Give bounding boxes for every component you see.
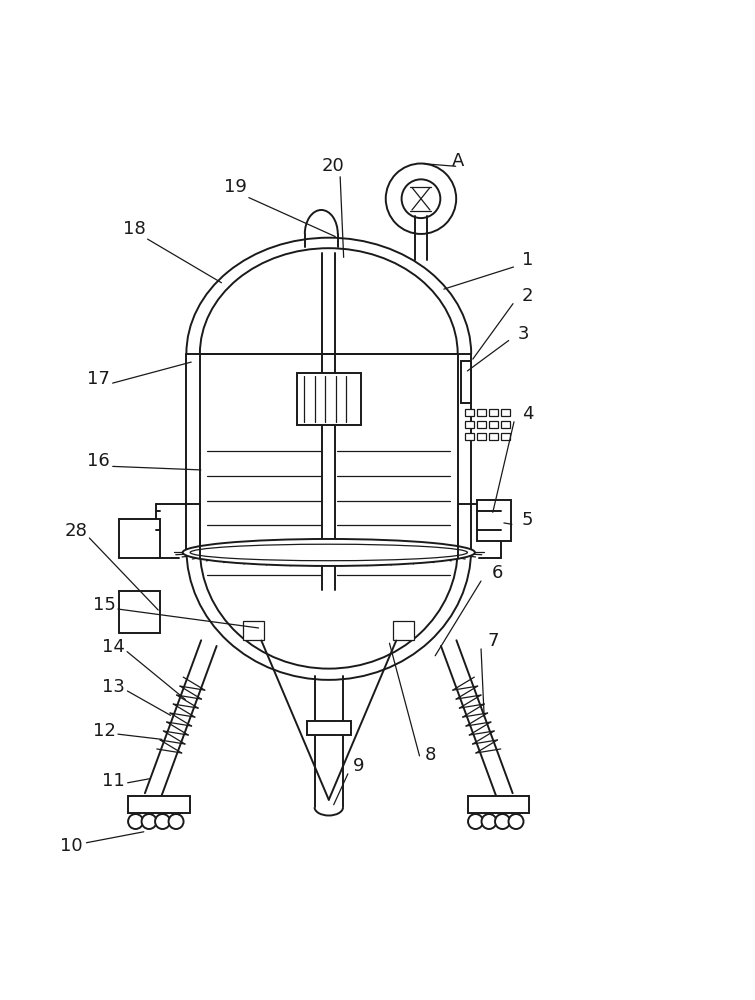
Circle shape [386,163,456,234]
Circle shape [509,814,523,829]
Bar [477,500,511,541]
Text: 3: 3 [518,325,529,343]
Bar [307,721,350,735]
Text: 9: 9 [353,757,365,775]
Circle shape [495,814,510,829]
Text: 6: 6 [492,564,503,582]
Bar [465,421,474,428]
Bar [297,373,361,425]
Text: 12: 12 [93,722,116,740]
Text: 10: 10 [60,837,83,855]
Text: 1: 1 [522,251,533,269]
Ellipse shape [183,539,475,566]
Bar [477,433,486,440]
Bar [501,433,510,440]
Circle shape [482,814,497,829]
Text: 13: 13 [102,678,125,696]
Bar [501,409,510,416]
Text: 18: 18 [122,220,145,238]
Text: 4: 4 [522,405,533,423]
Bar [465,433,474,440]
Bar [489,421,498,428]
Bar [501,421,510,428]
Bar [461,361,471,403]
Bar [477,421,486,428]
Bar [119,591,160,633]
Bar [128,796,190,813]
Text: 28: 28 [65,522,88,540]
Bar [119,519,160,558]
Bar [477,409,486,416]
Circle shape [468,814,483,829]
Text: 2: 2 [522,287,533,305]
Bar [393,621,414,640]
Text: 7: 7 [488,632,499,650]
Bar [468,796,529,813]
Bar [465,409,474,416]
Ellipse shape [190,544,467,561]
Text: 5: 5 [522,511,533,529]
Text: 11: 11 [103,772,125,790]
Circle shape [168,814,183,829]
Circle shape [155,814,170,829]
Circle shape [128,814,143,829]
Circle shape [402,179,440,218]
Text: 14: 14 [102,638,125,656]
Circle shape [142,814,156,829]
Text: 19: 19 [223,178,247,196]
Bar [489,433,498,440]
Text: 20: 20 [321,157,344,175]
Text: 15: 15 [93,596,116,614]
Text: 8: 8 [424,746,436,764]
Text: 17: 17 [88,370,110,388]
Bar [489,409,498,416]
Bar [243,621,264,640]
Text: A: A [452,152,464,170]
Text: 16: 16 [88,452,110,470]
